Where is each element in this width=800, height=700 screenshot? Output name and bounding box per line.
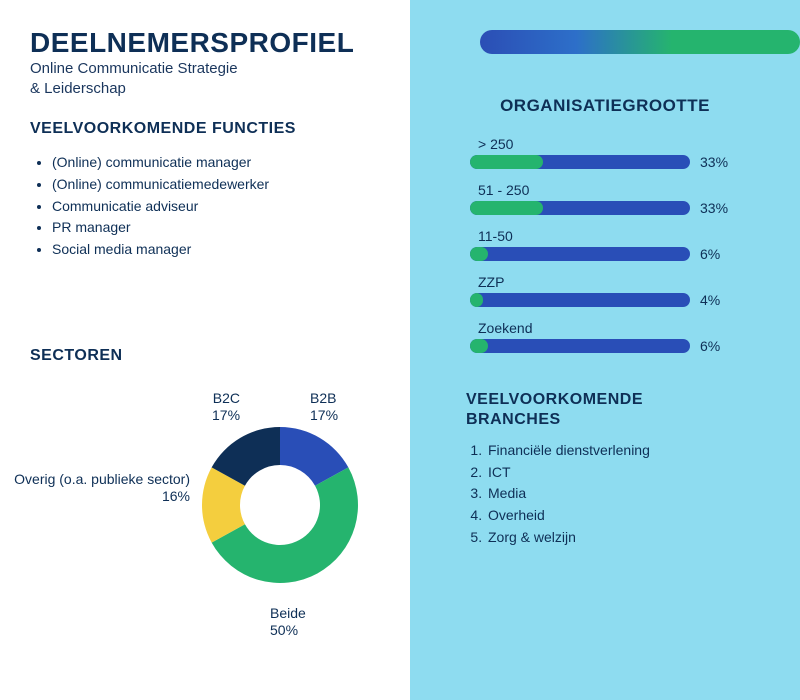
org-size-label: ZZP (478, 274, 772, 290)
org-size-bar-fill (470, 339, 488, 353)
org-size-row: > 250 33% (470, 136, 772, 170)
functions-list: (Online) communicatie manager(Online) co… (52, 152, 392, 260)
org-size-label: Zoekend (478, 320, 772, 336)
org-size-row: 51 - 250 33% (470, 182, 772, 216)
sectors-heading: SECTOREN (30, 347, 392, 365)
page-subtitle: Online Communicatie Strategie & Leidersc… (30, 59, 392, 98)
org-size-pct: 6% (700, 246, 720, 262)
functions-item: Social media manager (52, 239, 392, 261)
org-size-bar-bg (470, 247, 690, 261)
org-size-pct: 4% (700, 292, 720, 308)
org-size-row: ZZP 4% (470, 274, 772, 308)
donut-segment-label: Beide50% (270, 605, 306, 640)
org-size-bar-bg (470, 339, 690, 353)
org-size-label: 51 - 250 (478, 182, 772, 198)
org-size-label: 11-50 (478, 228, 772, 244)
org-size-row: Zoekend 6% (470, 320, 772, 354)
org-size-row: 11-50 6% (470, 228, 772, 262)
functions-item: PR manager (52, 217, 392, 239)
branches-item: Media (486, 483, 772, 505)
branches-heading: VEELVOORKOMENDE BRANCHES (466, 390, 772, 430)
org-size-bar-bg (470, 293, 690, 307)
org-size-bar-track: 33% (470, 154, 772, 170)
org-size-pct: 33% (700, 154, 728, 170)
branches-item: Overheid (486, 505, 772, 527)
left-panel: DEELNEMERSPROFIEL Online Communicatie St… (0, 0, 410, 700)
page-title: DEELNEMERSPROFIEL (30, 28, 392, 57)
donut-segment-label: B2C17% (212, 390, 240, 425)
org-size-bar-bg (470, 201, 690, 215)
org-size-pct: 33% (700, 200, 728, 216)
branches-item: Financiële dienstverlening (486, 440, 772, 462)
subtitle-line-1: Online Communicatie Strategie (30, 60, 238, 77)
right-panel: ORGANISATIEGROOTTE > 250 33% 51 - 250 33% 11… (410, 0, 800, 700)
branches-item: Zorg & welzijn (486, 527, 772, 549)
org-size-bar-track: 4% (470, 292, 772, 308)
org-size-bar-fill (470, 155, 543, 169)
functions-heading: VEELVOORKOMENDE FUNCTIES (30, 120, 392, 138)
org-size-bar-fill (470, 247, 488, 261)
org-size-bar-track: 6% (470, 246, 772, 262)
donut-segment-label: B2B17% (310, 390, 338, 425)
branches-heading-line-2: BRANCHES (466, 411, 561, 428)
org-size-bar-track: 33% (470, 200, 772, 216)
donut-svg (190, 415, 370, 595)
subtitle-line-2: & Leiderschap (30, 80, 126, 97)
org-size-pct: 6% (700, 338, 720, 354)
org-size-bar-track: 6% (470, 338, 772, 354)
branches-item: ICT (486, 462, 772, 484)
functions-item: Communicatie adviseur (52, 196, 392, 218)
org-size-bars: > 250 33% 51 - 250 33% 11-50 6% ZZP 4% Zoekend 6% (470, 136, 772, 354)
org-size-bar-fill (470, 293, 483, 307)
org-size-label: > 250 (478, 136, 772, 152)
functions-item: (Online) communicatie manager (52, 152, 392, 174)
org-size-heading: ORGANISATIEGROOTTE (438, 96, 772, 116)
sectors-donut-chart: B2B17%Beide50%Overig (o.a. publieke sect… (30, 375, 410, 655)
branches-heading-line-1: VEELVOORKOMENDE (466, 391, 643, 408)
header-pill-decoration (480, 30, 800, 54)
functions-item: (Online) communicatiemedewerker (52, 174, 392, 196)
org-size-bar-fill (470, 201, 543, 215)
org-size-bar-bg (470, 155, 690, 169)
donut-segment-label: Overig (o.a. publieke sector)16% (0, 471, 190, 506)
branches-list: Financiële dienstverleningICTMediaOverhe… (486, 440, 772, 548)
